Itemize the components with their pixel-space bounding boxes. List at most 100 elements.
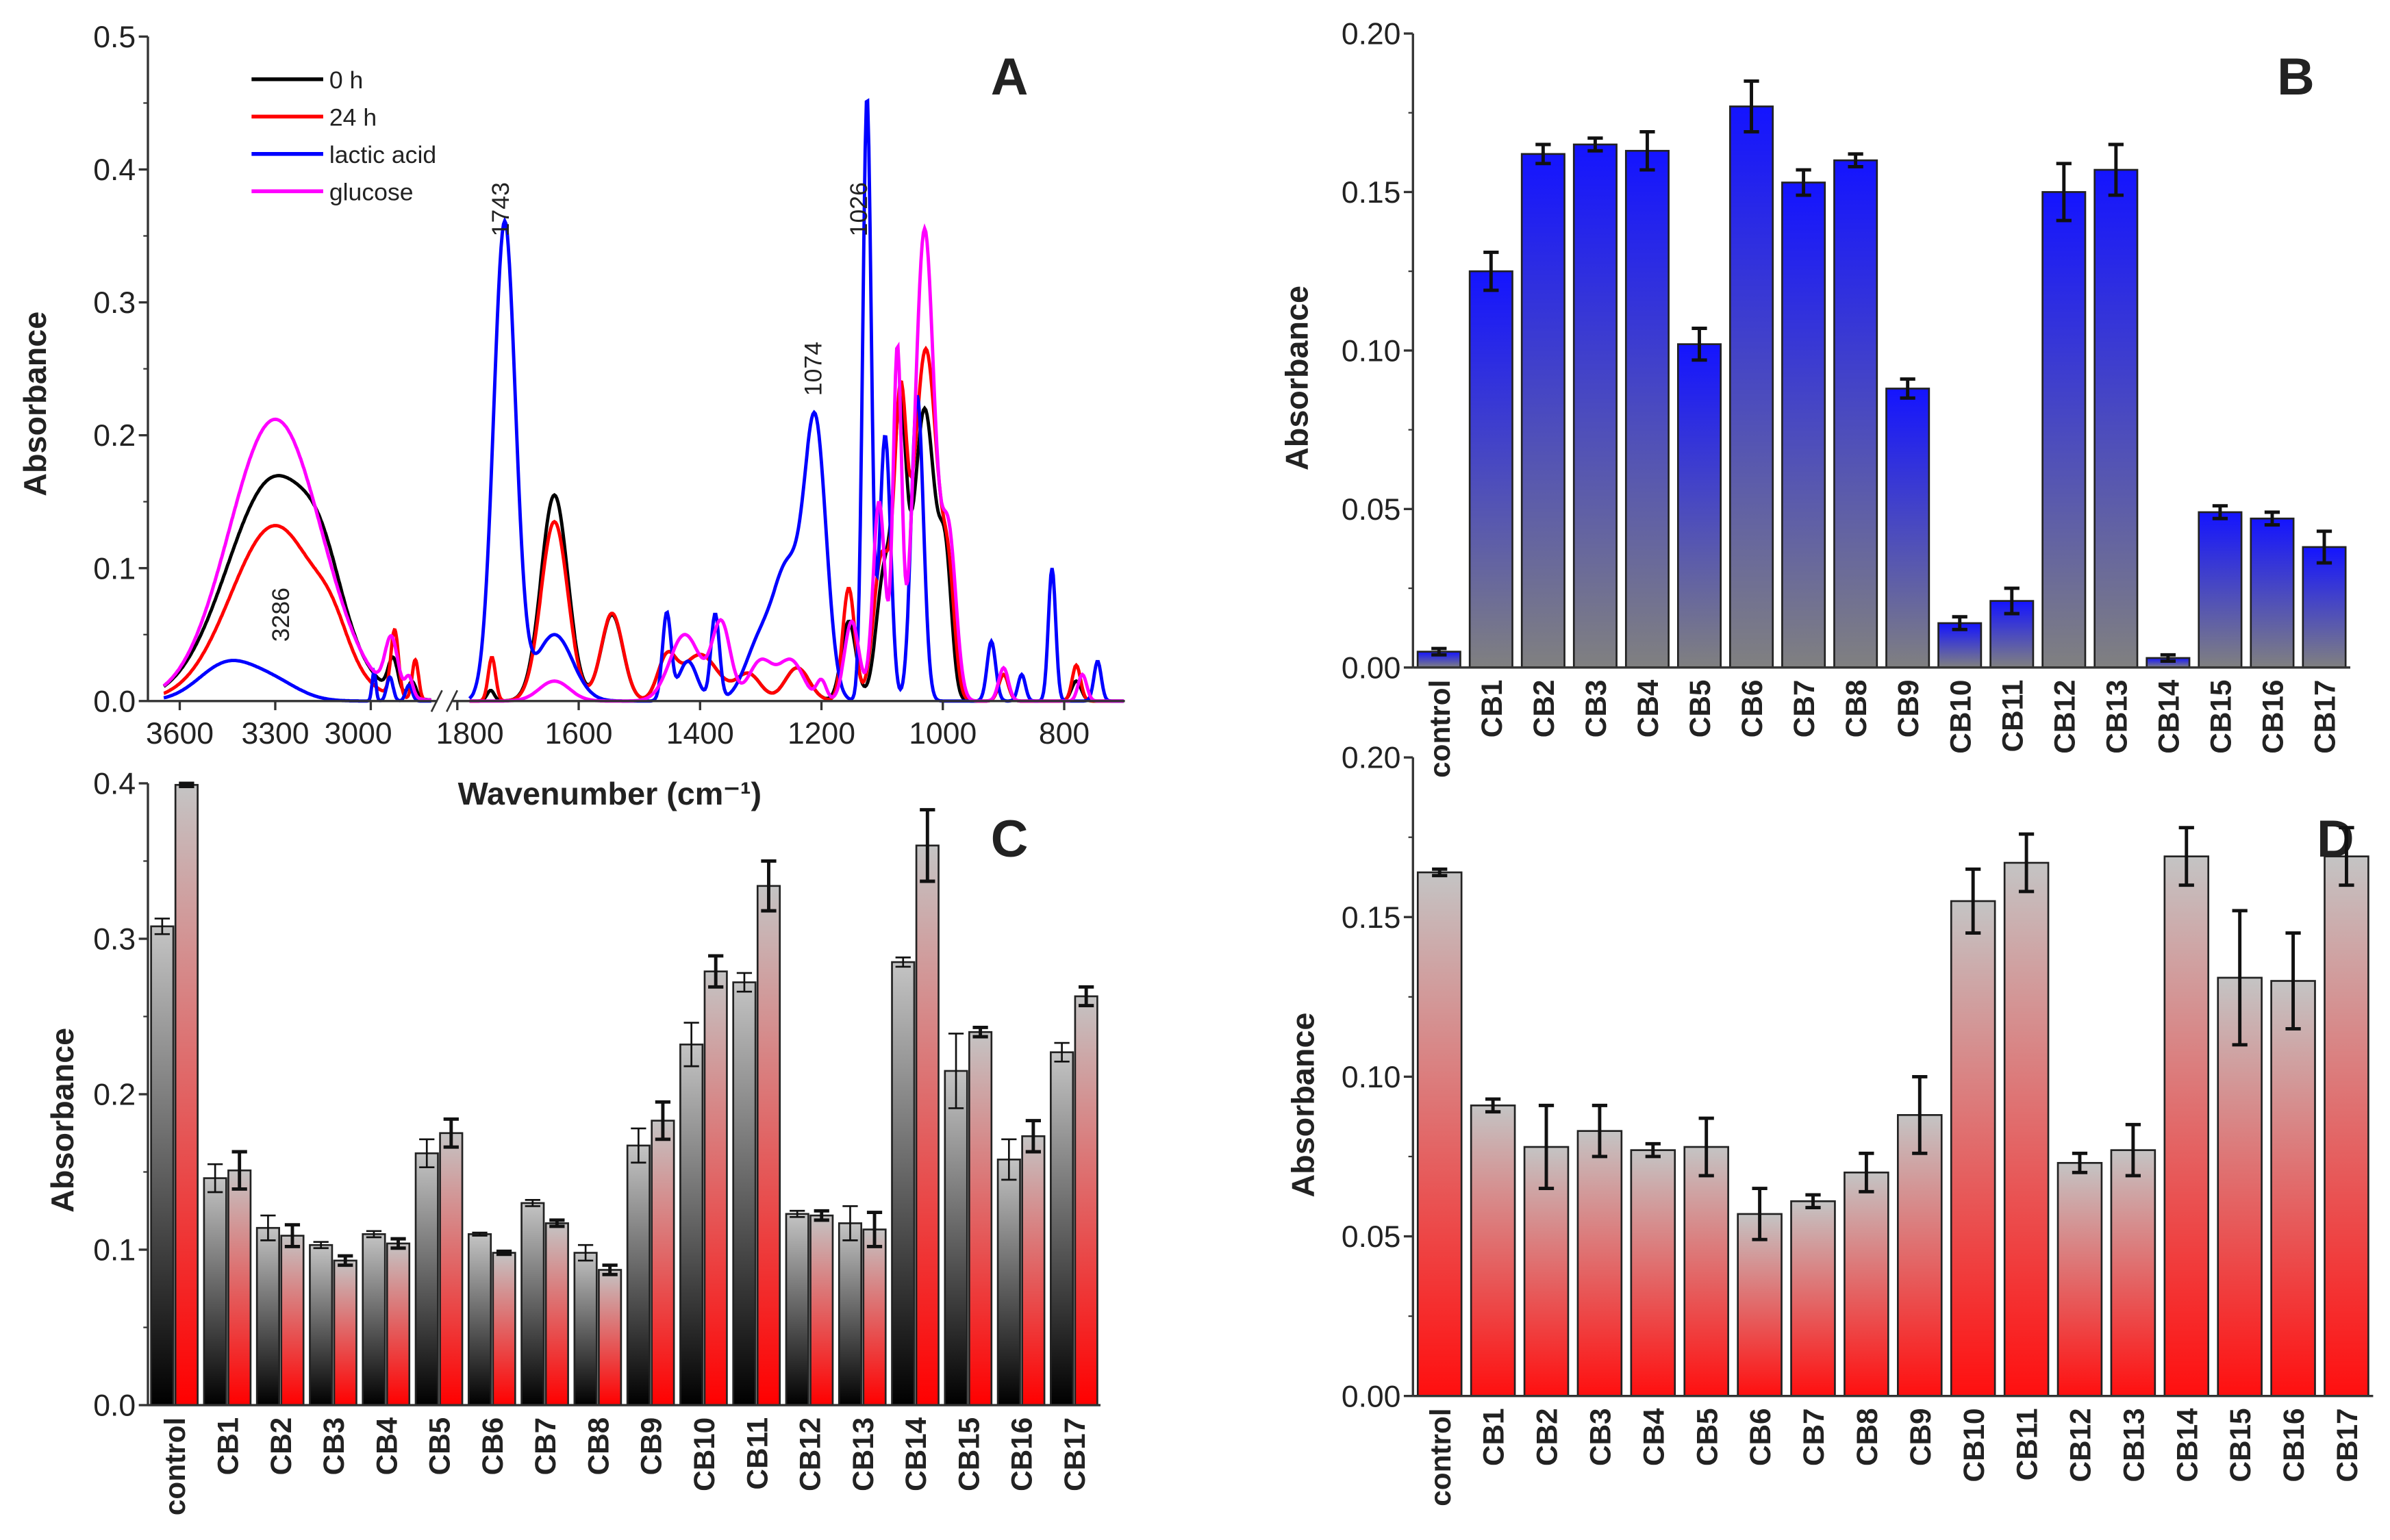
- bar-CB2-series2: [280, 1235, 305, 1406]
- bar-CB8: [1833, 159, 1878, 669]
- x-tick-label: 1600: [545, 717, 613, 750]
- legend-label: 0 h: [329, 66, 364, 94]
- bar-CB8-series2: [598, 1269, 622, 1406]
- x-category-label: CB11: [1996, 680, 2028, 753]
- bar-CB4: [1630, 1149, 1676, 1398]
- x-category-label: CB2: [1528, 680, 1560, 738]
- bar-CB7: [1781, 181, 1826, 669]
- y-axis-label-b: Absorbance: [1279, 286, 1315, 470]
- x-category-label: CB5: [1684, 680, 1716, 738]
- x-category-label: CB3: [1584, 1408, 1616, 1466]
- bar-CB10-series1: [679, 1044, 704, 1406]
- x-category-label: CB7: [1798, 1408, 1830, 1466]
- bar-control-series2: [174, 783, 199, 1406]
- bar-CB7: [1790, 1200, 1836, 1398]
- x-category-label: CB15: [2205, 680, 2237, 754]
- y-tick-label: 0.0: [93, 685, 136, 718]
- x-category-label: CB6: [477, 1417, 509, 1476]
- bar-CB2: [1520, 153, 1565, 669]
- x-category-label: CB12: [2065, 1408, 2097, 1482]
- bar-CB13-series2: [862, 1228, 887, 1406]
- peak-annotation: 1026: [845, 182, 872, 236]
- bar-CB16: [2250, 517, 2295, 669]
- bar-CB2-series1: [255, 1226, 280, 1406]
- x-category-label: CB8: [582, 1417, 614, 1476]
- y-tick-label: 0.4: [93, 153, 136, 187]
- y-tick-label: 0.3: [93, 286, 136, 320]
- x-tick-label: 1200: [788, 717, 855, 750]
- x-category-label: CB13: [847, 1417, 879, 1491]
- x-category-label: CB11: [741, 1417, 773, 1490]
- x-category-label: CB15: [2224, 1408, 2256, 1482]
- bar-CB5-series2: [439, 1132, 464, 1406]
- bar-CB7-series1: [520, 1202, 545, 1406]
- x-category-label: CB14: [2171, 1408, 2203, 1482]
- x-category-label: CB3: [318, 1417, 350, 1476]
- x-category-label: CB9: [1892, 680, 1924, 738]
- bar-CB16-series2: [1021, 1135, 1046, 1406]
- bar-CB13: [2110, 1149, 2156, 1398]
- bar-CB12-series1: [785, 1213, 809, 1406]
- bar-CB12: [2056, 1161, 2103, 1398]
- bar-CB6: [1737, 1213, 1783, 1398]
- y-tick-label: 0.5: [93, 21, 136, 54]
- spectrum-line-0-h: [469, 391, 1124, 703]
- x-category-label: CB13: [2117, 1408, 2150, 1482]
- x-axis-label-a: Wavenumber (cm⁻¹): [458, 776, 762, 811]
- panel-d-bars: D Absorbance control CB1 CB2 CB3 CB4 CB5 CB6 CB…: [1285, 742, 2374, 1506]
- bar-CB11: [2003, 861, 2050, 1398]
- x-category-label: control: [1424, 1408, 1457, 1506]
- bar-CB10-series2: [703, 970, 728, 1406]
- x-category-label: CB9: [1904, 1408, 1937, 1466]
- y-tick-label: 0.20: [1342, 18, 1401, 51]
- bar-control: [1416, 871, 1463, 1398]
- x-category-label: CB9: [636, 1417, 668, 1476]
- bar-CB12: [2041, 191, 2087, 669]
- spectrum-line-glucose: [162, 417, 431, 702]
- x-tick-label: 3000: [325, 717, 392, 750]
- bar-CB6-series2: [492, 1252, 516, 1406]
- peak-annotation: 3286: [267, 588, 294, 642]
- bar-CB4-series2: [386, 1242, 411, 1406]
- bar-CB14-series1: [891, 961, 916, 1406]
- bar-CB15-series2: [968, 1031, 993, 1406]
- x-category-label: CB5: [424, 1417, 456, 1476]
- bar-CB13: [2093, 168, 2139, 669]
- x-tick-label: 1000: [909, 717, 977, 750]
- y-tick-label: 0.1: [93, 552, 136, 585]
- x-category-label: CB11: [2011, 1408, 2043, 1480]
- x-category-label: CB4: [370, 1417, 403, 1475]
- bar-CB9: [1885, 388, 1930, 669]
- bar-CB17-series1: [1050, 1051, 1074, 1406]
- panel-b-bars: B Absorbance control CB1 CB2 CB3 CB4 CB5 CB6 CB…: [1279, 18, 2351, 778]
- peak-annotation: 1743: [487, 182, 514, 236]
- bar-CB3-series2: [333, 1259, 357, 1406]
- y-tick-label: 0.10: [1342, 1061, 1401, 1094]
- x-category-label: CB1: [212, 1417, 244, 1476]
- x-category-label: CB12: [2048, 680, 2080, 754]
- x-category-label: CB14: [900, 1417, 932, 1491]
- bar-CB16: [2270, 980, 2316, 1398]
- bar-CB5-series1: [414, 1152, 439, 1406]
- y-tick-label: 0.15: [1342, 176, 1401, 210]
- bar-CB3-series1: [309, 1244, 334, 1406]
- x-tick-label: 3300: [241, 717, 309, 750]
- legend-label: lactic acid: [329, 141, 436, 168]
- x-category-label: CB3: [1580, 680, 1612, 738]
- bar-CB15: [2198, 511, 2243, 669]
- bar-CB4: [1624, 149, 1670, 669]
- y-tick-label: 0.2: [93, 419, 136, 453]
- x-category-label: CB4: [1632, 679, 1664, 737]
- x-category-label: CB8: [1840, 680, 1872, 738]
- x-category-label: CB12: [794, 1417, 827, 1491]
- x-category-label: CB16: [2257, 680, 2289, 754]
- legend-label: 24 h: [329, 104, 377, 131]
- x-category-label: CB6: [1736, 680, 1768, 738]
- y-tick-label: 0.1: [93, 1234, 136, 1267]
- spectrum-line-lactic-acid: [163, 659, 431, 703]
- axis-break-mark: [430, 690, 443, 712]
- y-tick-label: 0.20: [1342, 742, 1401, 775]
- y-tick-label: 0.05: [1342, 493, 1401, 527]
- x-tick-label: 3600: [146, 717, 214, 750]
- y-tick-label: 0.00: [1342, 1380, 1401, 1413]
